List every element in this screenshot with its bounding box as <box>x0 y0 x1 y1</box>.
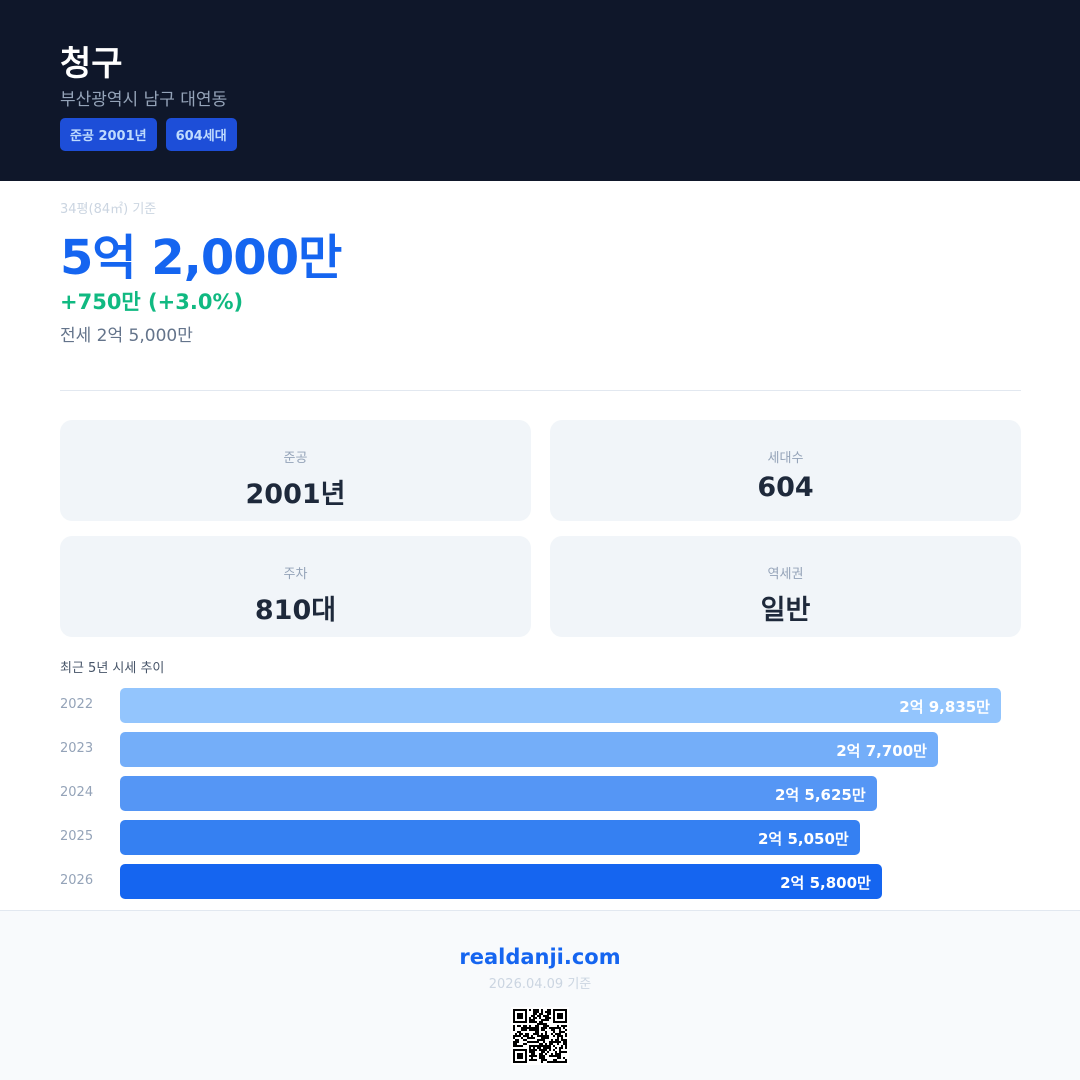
bar-row: 2022 2억 9,835만 <box>60 688 1020 723</box>
bar: 2억 5,050만 <box>120 820 860 855</box>
bar-row: 2025 2억 5,050만 <box>60 820 1020 855</box>
card-value: 604 <box>757 472 814 503</box>
reference-date: 2026.04.09 기준 <box>488 977 592 992</box>
card-label: 역세권 <box>767 567 804 582</box>
card-label: 주차 <box>283 567 308 582</box>
card-label: 준공 <box>283 451 308 466</box>
bar: 2억 9,835만 <box>120 688 1001 723</box>
price-change: +750만 (+3.0%) <box>60 290 244 314</box>
card-label: 세대수 <box>767 451 804 466</box>
bar-value-label: 2억 9,835만 <box>899 698 990 716</box>
badge-households: 604세대 <box>165 118 237 151</box>
bar: 2억 5,625만 <box>120 776 877 811</box>
year-label: 2023 <box>60 741 94 756</box>
card-households: 세대수 604 <box>550 420 1021 521</box>
divider <box>60 390 1021 391</box>
bar-row: 2023 2억 7,700만 <box>60 732 1020 767</box>
bar: 2억 5,800만 <box>120 864 882 899</box>
bar-value-label: 2억 5,050만 <box>757 830 849 848</box>
sale-price: 5억 2,000만 <box>60 230 342 286</box>
year-label: 2025 <box>60 829 94 844</box>
bar-value-label: 2억 5,625만 <box>774 786 866 804</box>
card-value: 2001년 <box>245 479 346 510</box>
price-basis: 34평(84㎡) 기준 <box>60 202 157 217</box>
site-link[interactable]: realdanji.com <box>459 945 621 969</box>
card-value: 일반 <box>760 595 811 626</box>
year-label: 2026 <box>60 873 94 888</box>
chart-title: 최근 5년 시세 추이 <box>60 661 165 676</box>
header: 청구 부산광역시 남구 대연동 준공 2001년 604세대 <box>0 0 1080 181</box>
address: 부산광역시 남구 대연동 <box>60 90 228 110</box>
footer: realdanji.com 2026.04.09 기준 <box>0 910 1080 1080</box>
bar-row: 2026 2억 5,800만 <box>60 864 1020 899</box>
bar-value-label: 2억 5,800만 <box>780 874 871 892</box>
year-label: 2024 <box>60 785 94 800</box>
bar-row: 2024 2억 5,625만 <box>60 776 1020 811</box>
complex-title: 청구 <box>60 44 123 84</box>
qr-code-icon <box>511 1007 569 1065</box>
card-built-year: 준공 2001년 <box>60 420 531 521</box>
bar-value-label: 2억 7,700만 <box>836 742 927 760</box>
jeonse-price: 전세 2억 5,000만 <box>60 326 193 346</box>
card-value: 810대 <box>254 595 337 626</box>
card-parking: 주차 810대 <box>60 536 531 637</box>
year-label: 2022 <box>60 697 94 712</box>
bar: 2억 7,700만 <box>120 732 938 767</box>
badge-built-year: 준공 2001년 <box>60 118 157 151</box>
